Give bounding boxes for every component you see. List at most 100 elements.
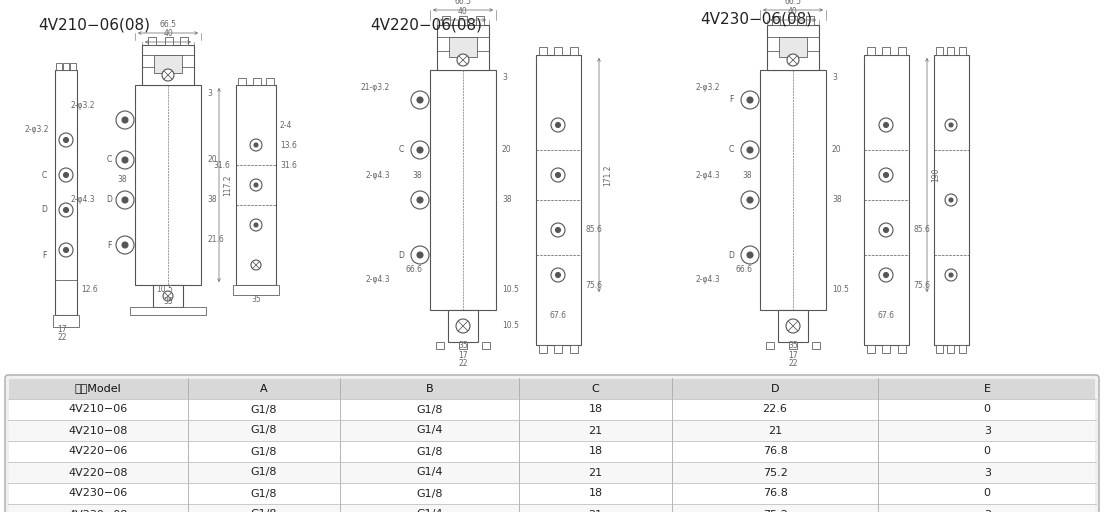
Text: 0: 0 [984, 446, 990, 457]
Text: 20: 20 [208, 156, 216, 164]
Circle shape [883, 227, 889, 232]
Text: 3: 3 [984, 425, 990, 436]
Text: G1/4: G1/4 [416, 467, 443, 478]
Circle shape [417, 147, 423, 153]
Circle shape [162, 69, 174, 81]
Text: G1/8: G1/8 [251, 488, 277, 499]
Circle shape [123, 117, 128, 123]
Bar [448, 310, 478, 342]
Bar [898, 47, 906, 55]
Circle shape [945, 119, 957, 131]
Bar [9, 442, 1095, 462]
Circle shape [879, 118, 893, 132]
Bar [882, 345, 890, 353]
Bar [153, 55, 182, 73]
Circle shape [949, 198, 953, 202]
Text: 型号Model: 型号Model [74, 383, 121, 394]
Circle shape [59, 203, 73, 217]
Text: 22: 22 [57, 332, 66, 342]
Text: 2-φ4.3: 2-φ4.3 [696, 170, 720, 180]
Bar [947, 47, 954, 55]
Circle shape [123, 197, 128, 203]
Bar [253, 78, 261, 85]
Text: 190: 190 [931, 168, 940, 182]
Text: G1/8: G1/8 [416, 446, 443, 457]
Text: 75.2: 75.2 [763, 509, 787, 512]
Text: 75.6: 75.6 [913, 281, 930, 289]
Bar [779, 37, 807, 57]
Text: 10.5: 10.5 [502, 321, 519, 330]
Bar [867, 47, 875, 55]
Text: 4V230−06: 4V230−06 [68, 488, 127, 499]
Circle shape [883, 173, 889, 178]
Text: C: C [592, 383, 599, 394]
Circle shape [59, 168, 73, 182]
Bar [947, 345, 954, 353]
Text: C: C [106, 156, 112, 164]
Text: 12.6: 12.6 [81, 286, 98, 294]
Bar [9, 421, 1095, 441]
Text: 3: 3 [208, 89, 212, 97]
Text: D: D [729, 250, 734, 260]
Circle shape [411, 91, 429, 109]
Circle shape [879, 268, 893, 282]
Text: 4V230−06(08): 4V230−06(08) [700, 12, 813, 27]
Text: 22: 22 [458, 359, 468, 369]
Text: 22.6: 22.6 [763, 404, 787, 415]
Circle shape [116, 151, 134, 169]
Text: 10.5: 10.5 [832, 286, 849, 294]
Text: 17: 17 [57, 325, 67, 333]
Bar [867, 345, 875, 353]
Text: 38: 38 [117, 176, 127, 184]
Circle shape [747, 252, 753, 258]
Text: 40: 40 [788, 7, 798, 16]
Circle shape [786, 319, 800, 333]
Text: 2-4: 2-4 [280, 120, 293, 130]
Text: 2-φ3.2: 2-φ3.2 [71, 100, 95, 110]
Text: 40: 40 [458, 7, 468, 16]
Text: 22: 22 [788, 359, 798, 369]
Circle shape [747, 197, 753, 203]
Circle shape [879, 223, 893, 237]
Circle shape [741, 91, 760, 109]
Text: 2-φ4.3: 2-φ4.3 [365, 170, 390, 180]
Text: 3: 3 [502, 74, 507, 82]
Text: 75.2: 75.2 [763, 467, 787, 478]
Text: 4V220−06: 4V220−06 [68, 446, 127, 457]
Circle shape [116, 191, 134, 209]
Bar [9, 400, 1095, 420]
Circle shape [747, 97, 753, 103]
Bar [936, 47, 943, 55]
Text: 38: 38 [502, 196, 511, 204]
Text: 13.6: 13.6 [280, 140, 297, 150]
Circle shape [251, 260, 261, 270]
Bar [766, 342, 774, 349]
Text: G1/8: G1/8 [251, 446, 277, 457]
Bar [70, 63, 76, 70]
Circle shape [254, 183, 258, 187]
Bar [135, 85, 201, 285]
Circle shape [64, 207, 68, 212]
Bar [772, 16, 781, 25]
Circle shape [741, 141, 760, 159]
Text: G1/4: G1/4 [416, 425, 443, 436]
Text: G1/8: G1/8 [251, 425, 277, 436]
Text: 66.5: 66.5 [455, 0, 471, 6]
Bar [459, 16, 467, 25]
Text: 67.6: 67.6 [878, 310, 894, 319]
Text: 21-φ3.2: 21-φ3.2 [361, 83, 390, 93]
Bar [164, 37, 173, 45]
Circle shape [64, 173, 68, 178]
Circle shape [555, 122, 561, 127]
Text: 40: 40 [163, 29, 173, 38]
Text: 4V220−08: 4V220−08 [68, 467, 127, 478]
Text: 35: 35 [163, 296, 173, 306]
Bar [570, 345, 578, 353]
Text: 2-φ4.3: 2-φ4.3 [696, 275, 720, 285]
Bar [539, 47, 546, 55]
Circle shape [741, 246, 760, 264]
Text: 21: 21 [588, 467, 603, 478]
Text: D: D [41, 205, 47, 215]
Bar [482, 342, 490, 349]
Text: 3: 3 [984, 467, 990, 478]
